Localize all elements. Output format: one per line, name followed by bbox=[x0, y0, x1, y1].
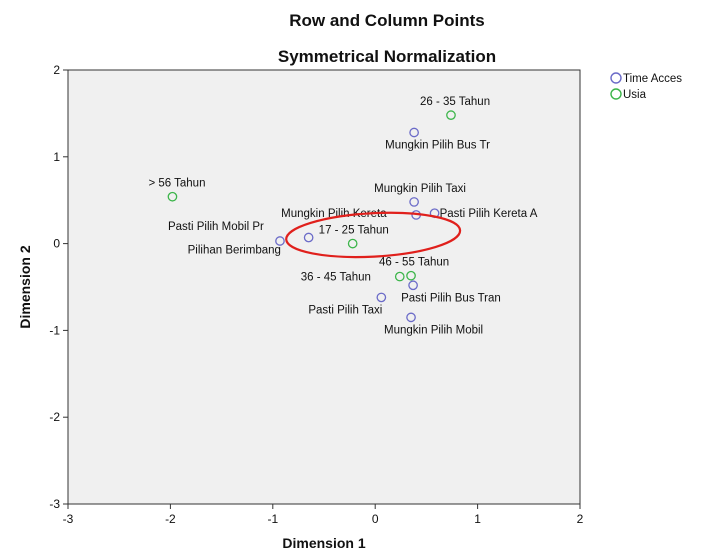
plot-area bbox=[67, 69, 581, 505]
axis-ticks: -3 -2 -1 0 1 2 2 1 0 -1 -2 -3 bbox=[49, 63, 583, 526]
legend: Time Acces Usia bbox=[610, 72, 682, 101]
x-tick-label: 2 bbox=[577, 512, 584, 526]
point-label: 46 - 55 Tahun bbox=[379, 257, 449, 269]
point-label: Pilihan Berimbang bbox=[188, 245, 281, 257]
y-tick-label: -2 bbox=[49, 410, 60, 424]
point-label: Pasti Pilih Mobil Pr bbox=[168, 221, 264, 233]
legend-marker bbox=[610, 72, 622, 84]
scatter-point bbox=[303, 232, 314, 243]
point-label: Mungkin Pilih Kereta bbox=[281, 208, 387, 220]
point-label: > 56 Tahun bbox=[148, 178, 205, 190]
chart-title: Row and Column Points bbox=[289, 11, 485, 30]
legend-label: Time Acces bbox=[623, 73, 682, 85]
point-label: 17 - 25 Tahun bbox=[319, 225, 389, 237]
legend-marker bbox=[610, 88, 622, 100]
point-label: 36 - 45 Tahun bbox=[301, 272, 371, 284]
x-axis-title: Dimension 1 bbox=[282, 535, 365, 551]
scatter-point bbox=[394, 271, 405, 282]
x-tick-label: -1 bbox=[267, 512, 278, 526]
x-tick-label: -3 bbox=[63, 512, 74, 526]
scatter-point bbox=[275, 236, 285, 246]
scatter-point bbox=[347, 238, 358, 249]
x-tick-label: 1 bbox=[474, 512, 481, 526]
scatter-point bbox=[376, 292, 387, 303]
scatter-point bbox=[408, 280, 418, 291]
point-label: Pasti Pilih Kereta A bbox=[440, 208, 538, 220]
legend-label: Usia bbox=[623, 89, 647, 101]
x-tick-label: 0 bbox=[372, 512, 379, 526]
y-tick-label: 2 bbox=[53, 63, 60, 77]
scatter-point bbox=[167, 191, 178, 202]
y-axis-title: Dimension 2 bbox=[17, 245, 33, 328]
scatter-point bbox=[446, 110, 456, 120]
scatter-point bbox=[406, 312, 416, 323]
point-label: Pasti Pilih Taxi bbox=[308, 304, 382, 316]
scatter-point bbox=[409, 127, 419, 138]
y-tick-label: -1 bbox=[49, 323, 60, 337]
point-label: Mungkin Pilih Taxi bbox=[374, 183, 466, 195]
annotations bbox=[285, 211, 462, 259]
chart-subtitle: Symmetrical Normalization bbox=[278, 47, 496, 66]
x-tick-label: -2 bbox=[165, 512, 176, 526]
scatter-point bbox=[406, 270, 416, 281]
y-tick-label: 1 bbox=[53, 150, 60, 164]
y-tick-label: -3 bbox=[49, 497, 60, 511]
point-label: 26 - 35 Tahun bbox=[420, 96, 490, 108]
data-points: Mungkin Pilih Bus Tr Mungkin Pilih Taxi Mu… bbox=[148, 96, 537, 336]
y-tick-label: 0 bbox=[53, 237, 60, 251]
scatter-point bbox=[409, 197, 419, 207]
highlight-ellipse bbox=[285, 211, 462, 259]
point-label: Pasti Pilih Bus Tran bbox=[401, 292, 501, 304]
point-label: Mungkin Pilih Mobil bbox=[384, 324, 483, 336]
point-label: Mungkin Pilih Bus Tr bbox=[385, 139, 490, 151]
